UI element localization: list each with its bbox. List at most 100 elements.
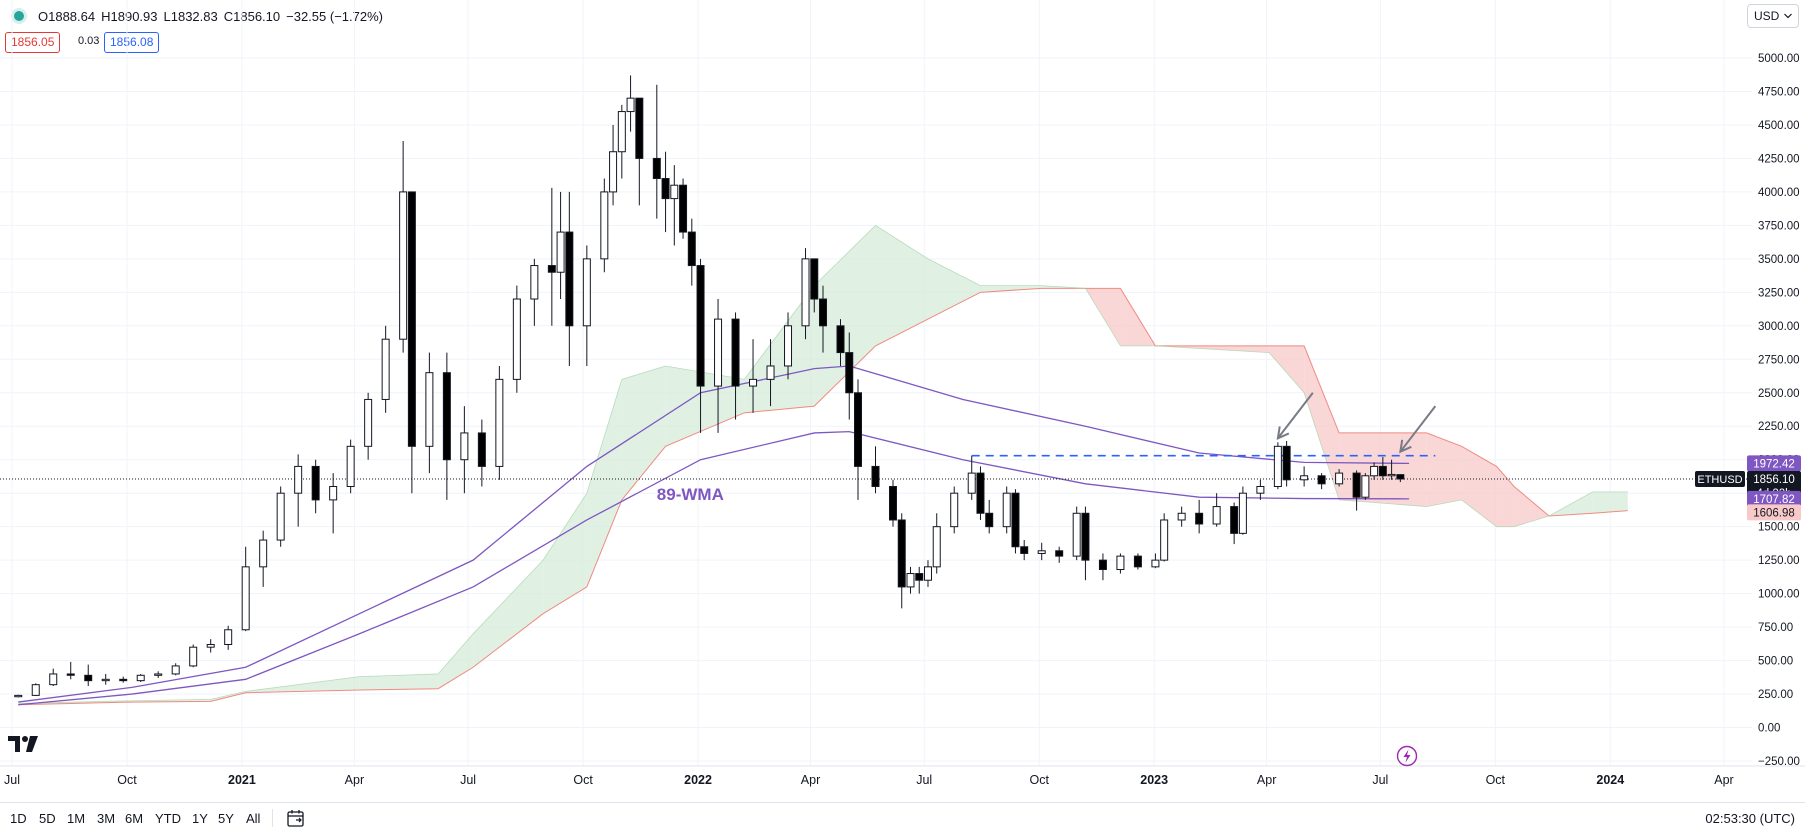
candle-body: [967, 472, 976, 494]
candle-body: [582, 258, 591, 327]
candle-body: [1352, 472, 1361, 498]
candle-body: [425, 372, 434, 447]
candle-body: [565, 231, 574, 327]
x-tick-label: 2023: [1140, 773, 1168, 787]
calendar-icon[interactable]: [286, 809, 306, 833]
y-tick-label: 4750.00: [1758, 86, 1800, 98]
x-tick-label: Jul: [4, 773, 20, 787]
y-tick-label: 2500.00: [1758, 388, 1800, 400]
candle-body: [311, 465, 320, 501]
ohlc-open: O1888.64: [38, 8, 96, 24]
candle-body: [294, 465, 303, 494]
range-1m-button[interactable]: 1M: [67, 811, 86, 826]
candle-body: [749, 378, 758, 387]
candle-body: [836, 325, 845, 354]
range-1y-button[interactable]: 1Y: [192, 811, 208, 826]
symbol-tag-text: ETHUSD: [1697, 474, 1742, 486]
x-tick-label: 2021: [228, 773, 256, 787]
y-tick-label: 1000.00: [1758, 589, 1800, 601]
y-tick-label: 3750.00: [1758, 220, 1800, 232]
candle-body: [66, 673, 75, 676]
cloud-segment: [543, 493, 587, 614]
candle-body: [276, 492, 285, 541]
candle-body: [923, 566, 932, 581]
buy-price-button[interactable]: 1856.08: [104, 32, 160, 53]
range-3m-button[interactable]: 3M: [97, 811, 116, 826]
candle-body: [171, 665, 180, 675]
y-tick-label: 500.00: [1758, 656, 1793, 668]
range-1d-button[interactable]: 1D: [10, 811, 27, 826]
x-tick-label: Apr: [345, 773, 364, 787]
candle-body: [407, 191, 416, 447]
candle-body: [670, 184, 679, 200]
range-ytd-button[interactable]: YTD: [155, 811, 181, 826]
candle-body: [1361, 475, 1370, 498]
candle-body: [1282, 445, 1291, 481]
cloud-segment: [1304, 345, 1340, 500]
y-tick-label: 750.00: [1758, 622, 1793, 634]
price-chart[interactable]: 89-WMA 5000.00 4750.00 4500.00 4250.00 4000.0…: [0, 0, 1805, 802]
candle-body: [731, 318, 740, 387]
candle-body: [442, 372, 451, 461]
candle-body: [635, 97, 644, 159]
tradingview-logo[interactable]: [8, 734, 42, 759]
x-tick-label: Jul: [916, 773, 932, 787]
candle-body: [206, 644, 215, 648]
candle-body: [381, 338, 390, 400]
candle-body: [1160, 519, 1169, 561]
ohlc-high: H1890.93: [101, 8, 158, 24]
candle-body: [547, 265, 556, 273]
candle-body: [897, 519, 906, 588]
cloud-segment: [473, 560, 544, 668]
candle-body: [224, 629, 233, 646]
chevron-down-icon: [1784, 13, 1792, 19]
candle-body: [1072, 512, 1081, 557]
x-tick-label: Apr: [1257, 773, 1276, 787]
sell-price-button[interactable]: 1856.05: [5, 32, 61, 53]
candle-body: [241, 566, 250, 631]
candle-body: [1037, 550, 1046, 554]
candle-body: [1151, 559, 1160, 568]
cloud-segment: [1269, 345, 1305, 393]
cloud-segment: [586, 379, 622, 587]
candle-body: [189, 646, 198, 667]
price-axis-badge: [1747, 455, 1801, 472]
candle-body: [845, 352, 854, 394]
currency-selector[interactable]: USD: [1747, 4, 1799, 28]
candle-body: [1396, 474, 1405, 480]
candle-body: [1177, 512, 1186, 521]
y-tick-label: 1250.00: [1758, 555, 1800, 567]
cloud-segment: [875, 225, 928, 346]
candle-body: [119, 678, 128, 682]
x-tick-label: Oct: [573, 773, 593, 787]
candle-body: [1098, 559, 1107, 571]
utc-clock[interactable]: 02:53:30 (UTC): [1705, 811, 1795, 826]
y-tick-label: 4250.00: [1758, 153, 1800, 165]
candle-body: [31, 684, 40, 696]
range-all-button[interactable]: All: [246, 811, 261, 826]
candle-body: [1273, 445, 1282, 487]
cloud-span-a-line: [18, 224, 1628, 704]
candle-body: [810, 258, 819, 300]
cloud-segment: [1426, 432, 1462, 507]
annotation-arrow: [1399, 405, 1437, 453]
range-5y-button[interactable]: 5Y: [218, 811, 234, 826]
annotation-arrowhead: [1276, 426, 1290, 440]
candle-body: [1300, 475, 1309, 481]
y-tick-label: 3250.00: [1758, 287, 1800, 299]
y-tick-label: −250.00: [1758, 756, 1800, 768]
cloud-segment: [744, 285, 815, 413]
lightning-icon[interactable]: [1396, 745, 1418, 772]
candle-body: [84, 674, 93, 682]
y-tick-label: 250.00: [1758, 689, 1793, 701]
ohlc-low: L1832.83: [163, 8, 218, 24]
candle-body: [1256, 485, 1265, 494]
cloud-span-b-line: [18, 287, 1628, 706]
candle-body: [950, 492, 959, 528]
candle-body: [661, 178, 670, 200]
cloud-segment: [980, 285, 1042, 293]
candle-body: [854, 392, 863, 467]
spread-value: 0.03: [78, 35, 100, 47]
range-5d-button[interactable]: 5D: [39, 811, 56, 826]
range-6m-button[interactable]: 6M: [125, 811, 144, 826]
